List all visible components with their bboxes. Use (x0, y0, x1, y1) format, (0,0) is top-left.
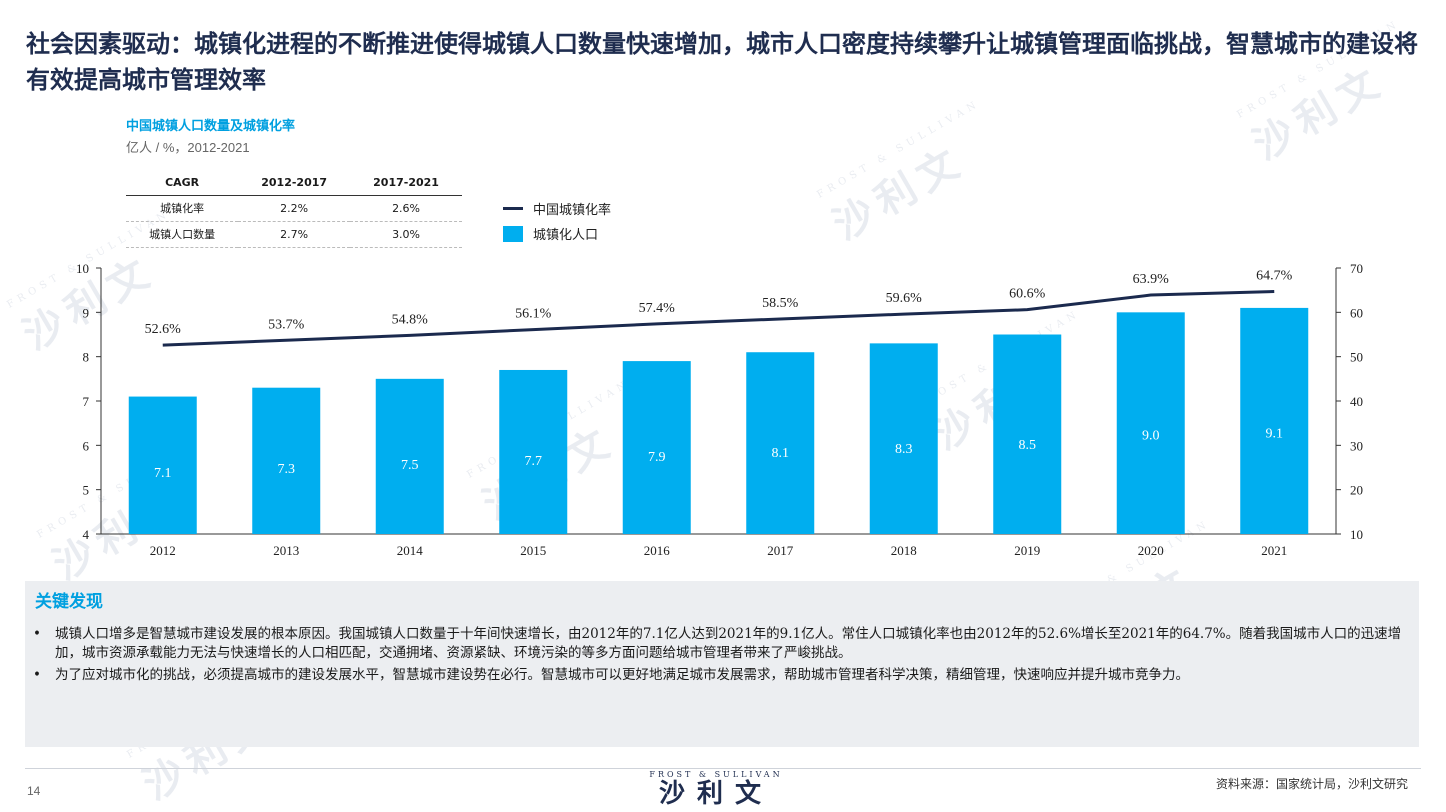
line-value-label: 56.1% (515, 307, 552, 322)
line-value-label: 63.9% (1133, 272, 1170, 287)
cagr-row: 城镇人口数量 2.7% 3.0% (126, 221, 462, 248)
cagr-header: 2017-2021 (350, 171, 462, 196)
line-value-label: 64.7% (1256, 268, 1293, 283)
legend-line-swatch (503, 207, 523, 210)
cagr-table: CAGR 2012-2017 2017-2021 城镇化率 2.2% 2.6% … (126, 171, 462, 248)
bar (128, 396, 197, 534)
page-title: 社会因素驱动：城镇化进程的不断推进使得城镇人口数量快速增加，城市人口密度持续攀升… (26, 29, 1418, 94)
source-note: 资料来源：国家统计局，沙利文研究 (1215, 777, 1408, 791)
cagr-row: 城镇化率 2.2% 2.6% (126, 195, 462, 222)
y-tick-label-right: 20 (1350, 483, 1363, 498)
bar (499, 369, 568, 534)
y-tick-label-left: 6 (83, 438, 90, 453)
chart-legend: 中国城镇化率 城镇化人口 (503, 196, 611, 246)
cagr-row-label: 城镇化率 (126, 195, 239, 222)
y-tick-label-right: 50 (1350, 350, 1363, 365)
bar-value-label: 9.0 (1142, 428, 1160, 443)
x-tick-label: 2018 (891, 543, 917, 558)
line-value-label: 57.4% (639, 301, 676, 316)
cagr-cell: 2.6% (350, 195, 462, 222)
findings-title: 关键发现 (35, 592, 103, 612)
key-findings-panel: 关键发现 城镇人口增多是智慧城市建设发展的根本原因。我国城镇人口数量于十年间快速… (25, 581, 1419, 747)
legend-label: 城镇化人口 (533, 228, 599, 243)
y-tick-label-left: 10 (76, 261, 89, 276)
line-value-label: 52.6% (145, 322, 182, 337)
legend-bar-swatch (503, 225, 523, 242)
x-tick-label: 2020 (1138, 543, 1164, 558)
brand-logo: FROST & SULLIVAN 沙利文 (646, 770, 786, 809)
x-tick-label: 2017 (767, 543, 794, 558)
y-tick-label-left: 4 (83, 527, 90, 542)
findings-list: 城镇人口增多是智慧城市建设发展的根本原因。我国城镇人口数量于十年间快速增长，由2… (31, 625, 1411, 688)
finding-item: 为了应对城市化的挑战，必须提高城市的建设发展水平，智慧城市建设势在必行。智慧城市… (31, 666, 1411, 685)
bar-value-label: 8.1 (772, 446, 790, 461)
bar-value-label: 9.1 (1266, 426, 1284, 441)
bar-value-label: 8.3 (895, 442, 913, 457)
cagr-cell: 3.0% (350, 221, 462, 248)
bar (869, 343, 938, 534)
y-tick-label-right: 40 (1350, 394, 1363, 409)
brand-logo-en: FROST & SULLIVAN (649, 770, 783, 779)
bar-value-label: 7.1 (154, 466, 172, 481)
bar-value-label: 8.5 (1019, 438, 1037, 453)
x-tick-label: 2012 (150, 543, 176, 558)
x-tick-label: 2019 (1014, 543, 1040, 558)
line-value-label: 59.6% (886, 291, 923, 306)
chart-title: 中国城镇人口数量及城镇化率 (126, 119, 296, 134)
rate-line (162, 289, 1275, 347)
cagr-header: CAGR (126, 171, 239, 196)
line-value-label: 60.6% (1009, 287, 1046, 302)
bar-value-label: 7.5 (401, 458, 419, 473)
line-value-label: 53.7% (268, 317, 305, 332)
cagr-row-label: 城镇人口数量 (126, 221, 239, 248)
cagr-header: 2012-2017 (238, 171, 351, 196)
finding-item: 城镇人口增多是智慧城市建设发展的根本原因。我国城镇人口数量于十年间快速增长，由2… (31, 625, 1411, 663)
x-tick-label: 2014 (397, 543, 424, 558)
x-tick-label: 2013 (273, 543, 299, 558)
line-value-label: 58.5% (762, 296, 799, 311)
bar-value-label: 7.3 (278, 462, 296, 477)
bar (1240, 307, 1309, 534)
cagr-header-row: CAGR 2012-2017 2017-2021 (126, 171, 462, 196)
bar (993, 334, 1062, 534)
legend-label: 中国城镇化率 (533, 203, 612, 218)
line-value-label: 54.8% (392, 312, 429, 327)
bar-value-label: 7.7 (525, 454, 543, 469)
brand-logo-cn: 沙利文 (658, 779, 773, 809)
x-tick-label: 2015 (520, 543, 546, 558)
y-tick-label-right: 10 (1350, 527, 1363, 542)
bar (622, 361, 691, 534)
y-tick-label-left: 9 (83, 305, 90, 320)
bar (375, 378, 444, 534)
footer-divider (25, 768, 1421, 769)
chart-subtitle: 亿人 / %，2012-2021 (126, 140, 250, 155)
bar (252, 387, 321, 534)
bar-value-label: 7.9 (648, 450, 666, 465)
y-tick-label-left: 8 (83, 350, 90, 365)
y-tick-label-right: 60 (1350, 305, 1363, 320)
cagr-cell: 2.2% (238, 195, 351, 222)
y-tick-label-left: 7 (83, 394, 90, 409)
y-tick-label-right: 30 (1350, 438, 1363, 453)
x-tick-label: 2021 (1261, 543, 1287, 558)
bar (746, 352, 815, 534)
legend-item-bar: 城镇化人口 (503, 221, 611, 246)
bar (1116, 312, 1185, 534)
cagr-cell: 2.7% (238, 221, 351, 248)
page-number: 14 (27, 784, 41, 798)
x-tick-label: 2016 (644, 543, 671, 558)
legend-item-line: 中国城镇化率 (503, 196, 611, 221)
y-tick-label-right: 70 (1350, 261, 1363, 276)
combo-chart: 4 5 6 7 8 9 10 10 20 30 40 50 60 70 7.1 2012 52.6% 7.3 201… (76, 261, 1363, 558)
y-tick-label-left: 5 (83, 483, 90, 498)
